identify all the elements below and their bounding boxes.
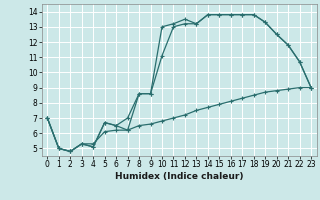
X-axis label: Humidex (Indice chaleur): Humidex (Indice chaleur): [115, 172, 244, 181]
